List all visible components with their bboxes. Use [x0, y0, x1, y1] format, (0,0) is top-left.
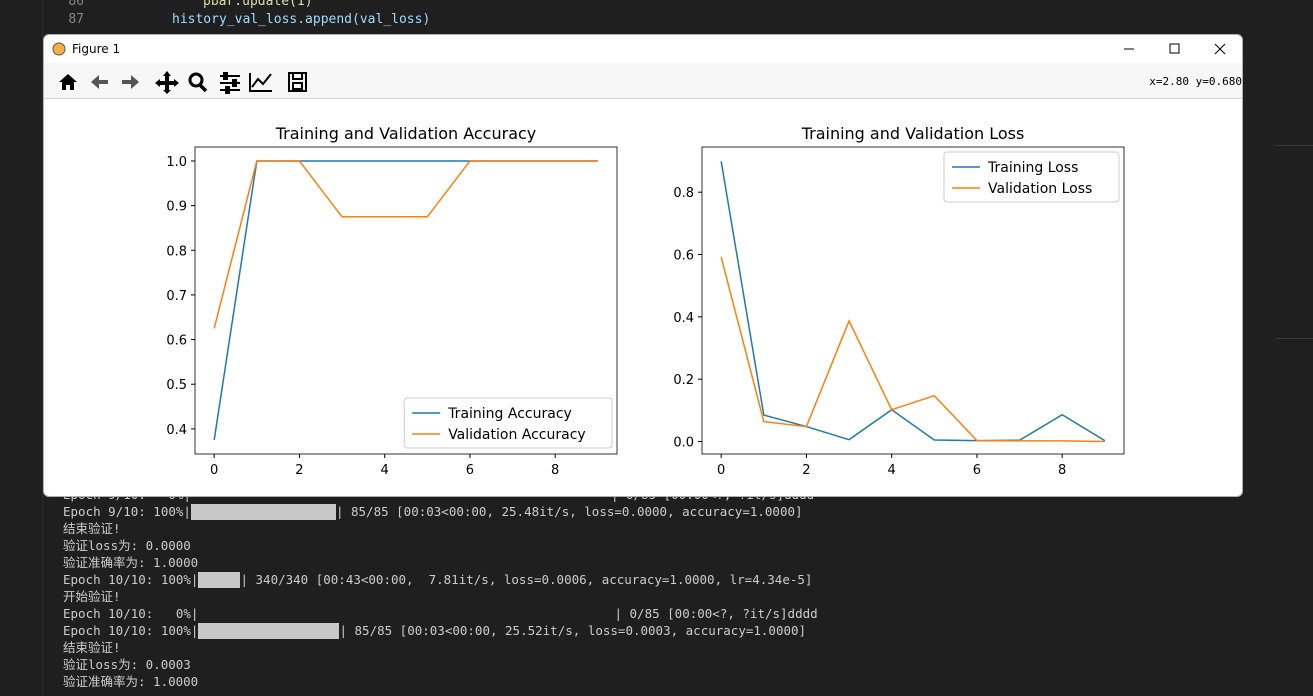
x-tick-label: 2	[295, 463, 303, 478]
figure-canvas: Training and Validation Accuracy 0 2 4 6 8 0.4…	[166, 124, 1125, 478]
terminal-text: 开始验证!	[63, 589, 121, 604]
terminal-text: 结束验证!	[63, 521, 121, 536]
legend-box	[403, 397, 613, 449]
y-tick-label: 1.0	[166, 155, 187, 170]
data-line	[720, 161, 1106, 442]
y-tick-label: 0.4	[673, 311, 694, 326]
maximize-button[interactable]	[1169, 43, 1180, 54]
axes-frame	[194, 146, 618, 455]
y-tick-label: 0.4	[166, 423, 187, 438]
x-tick-label: 0	[210, 463, 218, 478]
save-button[interactable]	[288, 72, 307, 92]
chart-title: Training and Validation Loss	[801, 124, 1025, 143]
line-number: 87	[68, 12, 84, 27]
code-line: pbar.update(1)	[203, 0, 313, 9]
y-tick-label: 0.8	[166, 244, 187, 259]
terminal-text: 验证准确率为: 1.0000	[63, 555, 199, 570]
progress-suffix: | 85/85 [00:03<00:00, 25.52it/s, loss=0.…	[339, 623, 807, 638]
x-tick-label: 8	[551, 463, 559, 478]
title-bar-graphics: Figure 1	[52, 42, 1226, 56]
back-button[interactable]	[91, 75, 108, 89]
y-tick-label: 0.6	[166, 334, 187, 349]
legend-label: Training Accuracy	[447, 406, 572, 422]
terminal-line: Epoch 10/10: 100%| | 340/340 [00:43<00:00…	[63, 571, 818, 588]
progress-bar	[198, 571, 241, 588]
code-line: history_val_loss.append(val_loss)	[172, 12, 431, 27]
legend-box	[943, 151, 1120, 203]
progress-suffix: | 340/340 [00:43<00:00, 7.81it/s, loss=0…	[240, 572, 813, 587]
x-tick-label: 4	[888, 463, 896, 478]
home-button[interactable]	[59, 74, 77, 90]
configure-button[interactable]	[220, 72, 240, 94]
terminal-line: 开始验证!	[63, 588, 818, 605]
close-button[interactable]	[1214, 43, 1226, 55]
progress-bar	[190, 503, 336, 520]
x-tick-label: 6	[973, 463, 981, 478]
chart-title: Training and Validation Accuracy	[275, 124, 537, 143]
x-tick-label: 2	[802, 463, 810, 478]
code-editor: 86 pbar.update(1) 87 history_val_loss.ap…	[0, 0, 1313, 34]
x-tick-label: 6	[466, 463, 474, 478]
x-tick-label: 4	[381, 463, 389, 478]
terminal-line: Epoch 10/10: 100%| | 85/85 [00:03<00:00, …	[63, 622, 818, 639]
terminal-text: 验证loss为: 0.0000	[63, 538, 191, 553]
data-line	[213, 160, 598, 329]
line-number: 86	[68, 0, 84, 9]
activity-bar	[0, 0, 43, 696]
y-tick-label: 0.7	[166, 289, 187, 304]
progress-prefix: Epoch 10/10: 100%|	[63, 572, 199, 587]
progress-bar	[198, 622, 340, 639]
x-tick-label: 8	[1058, 463, 1066, 478]
figure-window: Figure 1 x=2.80 y=0.680 Training and Val…	[43, 34, 1243, 497]
y-tick-label: 0.6	[673, 249, 694, 264]
cursor-coordinates: x=2.80 y=0.680	[1149, 75, 1242, 88]
axes-edit-button[interactable]	[249, 73, 272, 92]
terminal-line: 结束验证!	[63, 520, 818, 537]
terminal-line: 验证loss为: 0.0000	[63, 537, 818, 554]
legend-label: Training Loss	[987, 160, 1078, 176]
terminal-line: Epoch 9/10: 100%| | 85/85 [00:03<00:00, 2…	[63, 503, 818, 520]
progress-prefix: Epoch 10/10: 0%|	[63, 606, 199, 621]
legend-label: Validation Accuracy	[448, 427, 586, 443]
toolbar-icons	[59, 71, 307, 94]
terminal-text: 结束验证!	[63, 640, 121, 655]
window-title: Figure 1	[72, 42, 120, 56]
terminal-line: Epoch 10/10: 0%| | 0/85 [00:00<?, ?it/s]d…	[63, 605, 818, 622]
progress-suffix: | 85/85 [00:03<00:00, 25.48it/s, loss=0.…	[335, 504, 803, 519]
terminal-line: 验证准确率为: 1.0000	[63, 673, 818, 690]
y-tick-label: 0.8	[673, 186, 694, 201]
legend: Training Loss Validation Loss	[943, 151, 1120, 203]
y-tick-label: 0.9	[166, 200, 187, 215]
side-panel	[1275, 145, 1313, 339]
terminal: Epoch 9/10: 0%|| 0/85 [00:00<?, ?it/s]dd…	[63, 486, 818, 690]
terminal-text: 验证准确率为: 1.0000	[63, 674, 199, 689]
progress-prefix: Epoch 10/10: 100%|	[63, 623, 199, 638]
y-tick-label: 0.5	[166, 378, 187, 393]
data-line	[720, 256, 1105, 443]
terminal-line: 验证loss为: 0.0003	[63, 656, 818, 673]
title-bar: Figure 1	[44, 35, 1242, 63]
legend: Training Accuracy Validation Accuracy	[403, 397, 613, 449]
axes-frame	[701, 146, 1125, 455]
app-icon	[52, 42, 66, 56]
x-tick-label: 0	[717, 463, 725, 478]
progress-prefix: Epoch 9/10: 100%|	[63, 504, 191, 519]
legend-label: Validation Loss	[988, 181, 1092, 197]
progress-suffix: | 0/85 [00:00<?, ?it/s]dddd	[614, 606, 818, 621]
forward-button[interactable]	[122, 75, 139, 89]
y-tick-label: 0.2	[673, 373, 694, 388]
pan-button[interactable]	[155, 71, 179, 94]
progress-bar	[198, 606, 614, 622]
terminal-text: 验证loss为: 0.0003	[63, 657, 191, 672]
terminal-line: 结束验证!	[63, 639, 818, 656]
y-tick-label: 0.0	[673, 436, 694, 451]
toolbar: x=2.80 y=0.680	[44, 63, 1242, 99]
terminal-line: 验证准确率为: 1.0000	[63, 554, 818, 571]
zoom-button[interactable]	[188, 72, 208, 93]
